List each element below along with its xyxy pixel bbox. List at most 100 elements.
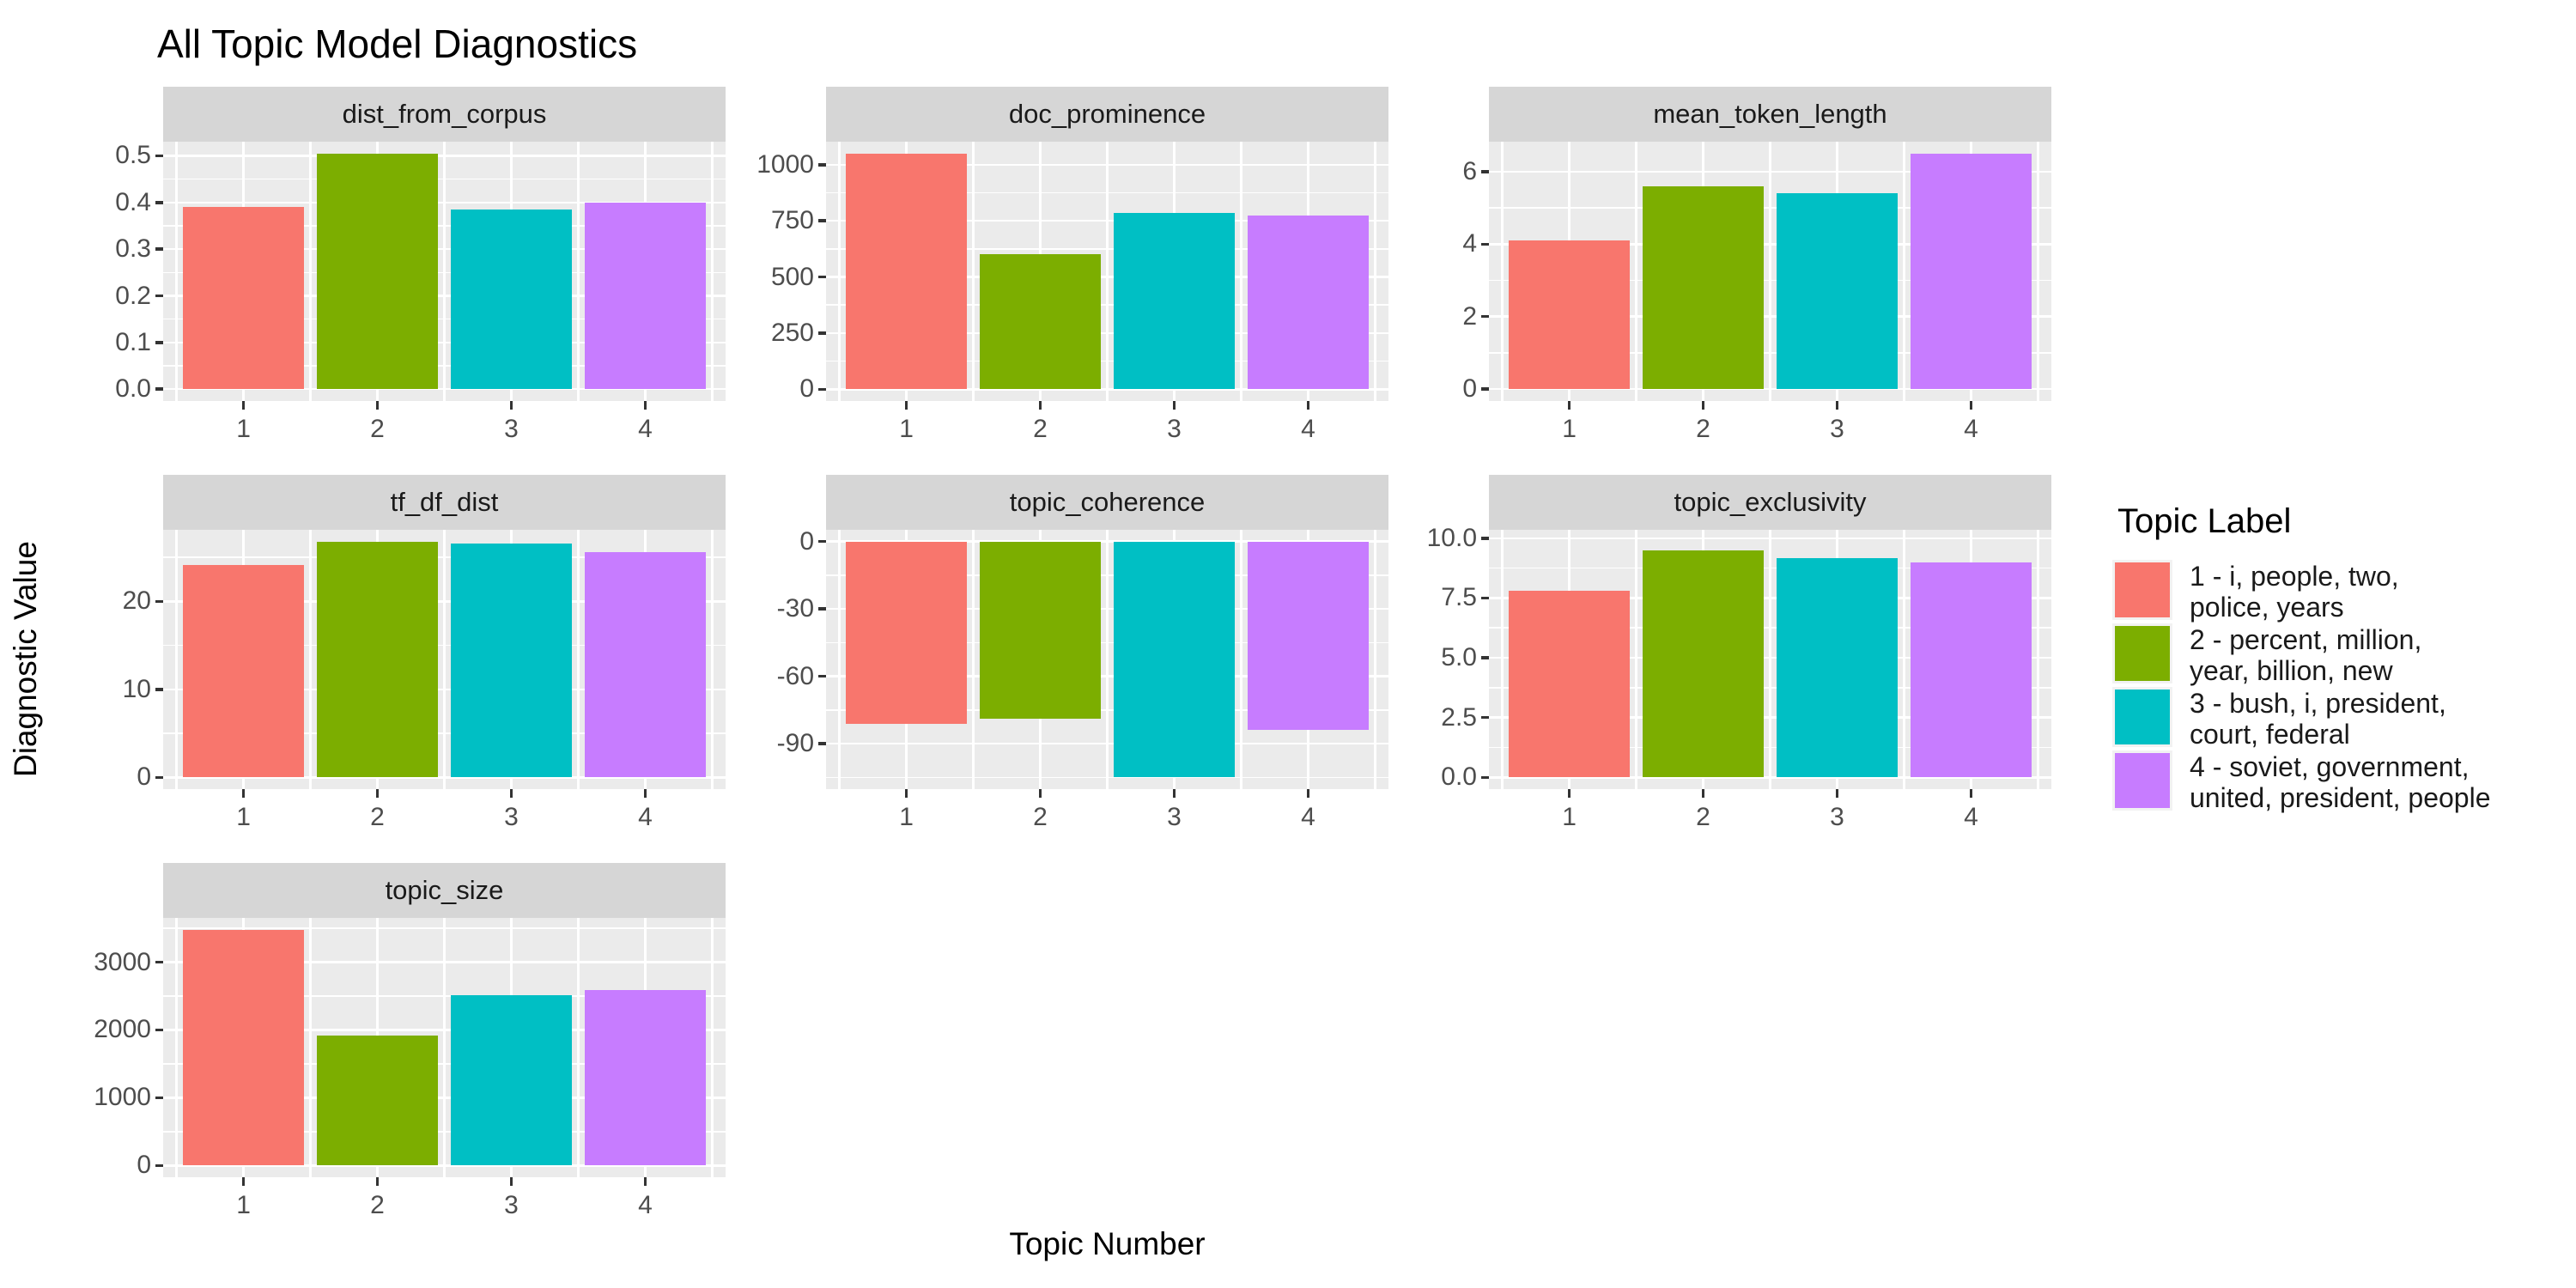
vertical-gridline [309, 142, 312, 401]
facet-strip-topic_coherence: topic_coherence [826, 475, 1388, 530]
x-tick-mark [904, 789, 908, 798]
bar-dist_from_corpus-topic-3 [451, 209, 572, 390]
y-tick-mark [1481, 242, 1489, 246]
legend-swatch-topic-1 [2115, 562, 2170, 617]
y-tick-label: 0.1 [115, 327, 151, 356]
vertical-gridline [2037, 142, 2039, 401]
x-tick-label: 4 [1964, 415, 1978, 443]
y-tick-mark [155, 387, 163, 391]
x-tick-mark [241, 1177, 246, 1186]
vertical-gridline [1240, 142, 1242, 401]
y-tick-mark [1481, 387, 1489, 391]
x-tick-mark [1038, 789, 1042, 798]
bar-tf_df_dist-topic-1 [183, 565, 304, 778]
vertical-gridline [838, 142, 841, 401]
facet-panel-mean_token_length [1489, 142, 2051, 401]
x-tick-label: 4 [638, 415, 653, 443]
x-tick-mark [375, 401, 380, 410]
x-tick-label: 1 [236, 1191, 251, 1219]
x-tick-label: 2 [370, 1191, 385, 1219]
legend-label-topic-3: 3 - bush, i, president, court, federal [2190, 688, 2446, 750]
x-tick-mark [643, 401, 647, 410]
legend-swatch-topic-3 [2115, 690, 2170, 744]
vertical-gridline [1501, 142, 1504, 401]
y-tick-label: 0 [799, 374, 814, 404]
facet-strip-doc_prominence: doc_prominence [826, 87, 1388, 142]
x-tick-mark [643, 1177, 647, 1186]
x-tick-label: 1 [899, 803, 914, 831]
y-tick-mark [155, 1163, 163, 1168]
vertical-gridline [1635, 142, 1637, 401]
y-tick-label: 10 [122, 674, 151, 703]
y-tick-label: 5.0 [1441, 643, 1477, 672]
legend-key-1 [2112, 560, 2172, 620]
vertical-gridline [1374, 530, 1376, 789]
x-tick-mark [1835, 789, 1839, 798]
y-tick-mark [1481, 314, 1489, 319]
vertical-gridline [443, 142, 446, 401]
x-tick-mark [643, 789, 647, 798]
legend-label-topic-1: 1 - i, people, two, police, years [2190, 561, 2399, 623]
y-tick-mark [818, 163, 826, 167]
vertical-gridline [711, 918, 714, 1177]
x-tick-mark [1969, 789, 1973, 798]
y-tick-mark [155, 775, 163, 780]
x-tick-label: 3 [504, 415, 519, 443]
bar-dist_from_corpus-topic-4 [585, 202, 706, 390]
bar-topic_size-topic-1 [183, 929, 304, 1166]
y-tick-label: 10.0 [1426, 523, 1477, 552]
vertical-gridline [711, 530, 714, 789]
y-tick-mark [1481, 596, 1489, 600]
x-tick-label: 4 [1301, 415, 1315, 443]
facet-panel-dist_from_corpus [163, 142, 726, 401]
x-tick-label: 4 [638, 1191, 653, 1219]
y-tick-label: 500 [770, 262, 814, 291]
x-tick-label: 3 [1167, 415, 1182, 443]
bar-topic_coherence-topic-1 [846, 541, 967, 724]
y-tick-mark [818, 674, 826, 678]
x-tick-mark [241, 401, 246, 410]
y-tick-label: -90 [776, 729, 814, 758]
vertical-gridline [443, 530, 446, 789]
vertical-gridline [2037, 530, 2039, 789]
y-tick-mark [1481, 537, 1489, 540]
vertical-gridline [577, 142, 580, 401]
vertical-gridline [1501, 530, 1504, 789]
x-tick-label: 4 [1964, 803, 1978, 831]
vertical-gridline [175, 142, 178, 401]
vertical-gridline [1769, 530, 1771, 789]
y-tick-mark [818, 219, 826, 222]
y-tick-mark [155, 960, 163, 964]
bar-tf_df_dist-topic-4 [585, 552, 706, 778]
vertical-gridline [1106, 530, 1109, 789]
y-tick-label: -30 [776, 594, 814, 623]
bar-mean_token_length-topic-1 [1509, 240, 1630, 390]
vertical-gridline [972, 142, 975, 401]
y-tick-label: 0 [799, 526, 814, 556]
x-tick-mark [1567, 401, 1571, 410]
vertical-gridline [309, 918, 312, 1177]
y-tick-label: 0.0 [115, 374, 151, 404]
facet-panel-tf_df_dist [163, 530, 726, 789]
y-tick-mark [155, 201, 163, 204]
legend-title: Topic Label [2117, 502, 2292, 540]
y-tick-label: 0 [1462, 374, 1477, 404]
x-tick-label: 2 [1696, 803, 1710, 831]
y-tick-mark [155, 1028, 163, 1032]
x-tick-mark [375, 1177, 380, 1186]
y-tick-label: 0.0 [1441, 762, 1477, 792]
x-tick-mark [1172, 401, 1176, 410]
x-tick-mark [509, 1177, 513, 1186]
x-tick-label: 3 [504, 803, 519, 831]
vertical-gridline [1240, 530, 1242, 789]
vertical-gridline [838, 530, 841, 789]
facet-strip-dist_from_corpus: dist_from_corpus [163, 87, 726, 142]
y-tick-mark [155, 688, 163, 691]
y-tick-mark [818, 387, 826, 392]
legend-key-4 [2112, 750, 2172, 811]
vertical-gridline [972, 530, 975, 789]
y-tick-label: 7.5 [1441, 583, 1477, 612]
y-tick-label: 0.3 [115, 234, 151, 264]
page-title: All Topic Model Diagnostics [157, 21, 638, 66]
